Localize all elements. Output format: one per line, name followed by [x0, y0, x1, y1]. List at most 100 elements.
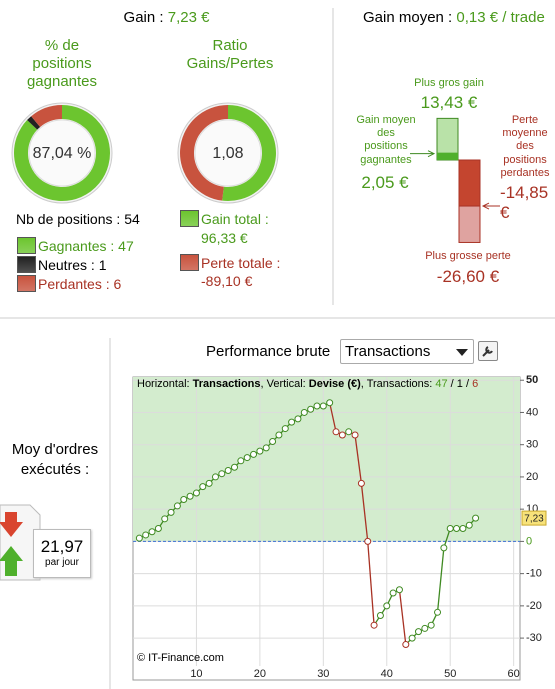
point: [395, 586, 403, 594]
label: Perte totale :: [201, 255, 281, 271]
y-tick-label: 50: [526, 374, 538, 386]
arrow: [410, 150, 436, 158]
gain-header: Gain : 7,23 €: [0, 9, 333, 27]
donut-slice: [14, 105, 110, 201]
info: Horizontal:: [137, 378, 193, 390]
avg-gain-marker: [437, 152, 458, 160]
value: 1: [98, 257, 107, 273]
point: [262, 444, 270, 452]
point: [345, 428, 353, 436]
donut-slice: [180, 105, 229, 201]
value: 47: [118, 238, 134, 254]
positions-total: Nb de positions : 54: [16, 211, 140, 228]
line-segment: [354, 434, 363, 484]
label: Gain total :: [201, 211, 269, 227]
info: /: [447, 378, 457, 390]
donut-title: % de positions gagnantes: [26, 37, 98, 90]
y-tick-label: 40: [526, 406, 538, 418]
y-tick-label: 30: [526, 439, 538, 451]
legend-swatch: [17, 256, 36, 273]
point: [180, 495, 188, 503]
x-tick-label: 30: [317, 668, 329, 680]
label: Gagnantes :: [38, 238, 115, 254]
stat-value: 13,43 €: [420, 93, 478, 112]
point: [351, 431, 359, 439]
point: [472, 514, 480, 522]
point: [161, 515, 169, 523]
label: Gain moyen :: [363, 9, 453, 26]
y-tick-label: -10: [526, 568, 542, 580]
point: [186, 492, 194, 500]
donut-title: Ratio Gains/Pertes: [186, 37, 274, 72]
info: , Transactions:: [360, 378, 436, 390]
value: 96,33 €: [201, 230, 248, 246]
donut-slice: [31, 105, 63, 128]
point: [243, 454, 251, 462]
stat-label: Plus grosse perte: [425, 250, 511, 262]
point: [465, 521, 473, 529]
point: [332, 428, 340, 436]
y-tick-label: -20: [526, 600, 542, 612]
info: 47: [435, 378, 448, 390]
point: [440, 544, 448, 552]
point: [167, 508, 175, 516]
point: [288, 418, 296, 426]
chart-info: Horizontal: Transactions, Vertical: Devi…: [137, 378, 478, 391]
info: Transactions: [192, 378, 261, 390]
donut-center-label: 1,08: [212, 145, 243, 162]
legend-swatch: [17, 275, 36, 292]
value: 7,23 €: [167, 9, 210, 26]
point: [218, 470, 226, 478]
point: [427, 621, 435, 629]
point: [414, 628, 422, 636]
point: [237, 457, 245, 465]
dropdown[interactable]: Transactions: [340, 339, 474, 364]
stat-value: -14,85 €: [500, 183, 549, 223]
point: [307, 405, 315, 413]
info: /: [462, 378, 473, 390]
point: [338, 431, 346, 439]
dropdown-arrow: [456, 349, 468, 356]
point: [199, 483, 207, 491]
orders-unit: par jour: [45, 557, 79, 569]
point: [148, 528, 156, 536]
point: [459, 525, 467, 532]
stat-label: Gain moyen des positions gagnantes: [356, 114, 416, 166]
last-value-box: [521, 510, 547, 526]
line-segment: [367, 541, 375, 626]
legend-entry: Gagnantes : 47: [38, 238, 134, 255]
point: [135, 534, 143, 542]
x-tick-label: 20: [254, 668, 266, 680]
point: [319, 402, 327, 410]
point: [224, 466, 232, 474]
point: [269, 437, 277, 445]
point: [205, 479, 213, 487]
orders-label: Moy d'ordres exécutés :: [11, 441, 99, 478]
point: [142, 531, 150, 539]
value: 0,13 € / trade: [456, 9, 545, 26]
line-segment: [360, 483, 369, 542]
legend-swatch: [180, 210, 199, 227]
y-tick-label: 20: [526, 471, 538, 483]
point: [173, 502, 181, 510]
dropdown-value: Transactions: [345, 343, 431, 360]
info: 1: [456, 378, 463, 390]
line-segment: [329, 402, 337, 432]
legend-swatch: [180, 254, 199, 271]
x-tick-label: 50: [444, 668, 456, 680]
settings-button[interactable]: [478, 341, 498, 361]
label: Perdantes :: [38, 276, 110, 292]
point: [376, 612, 384, 620]
stat-label: Perte moyenne des positions perdantes: [500, 114, 550, 179]
point: [383, 602, 391, 610]
stat-label: Plus gros gain: [414, 77, 484, 89]
point: [408, 634, 416, 642]
orders-value: 21,97: [40, 537, 84, 556]
label: Neutres :: [38, 257, 95, 273]
label: Nb de positions :: [16, 211, 121, 227]
point: [326, 399, 334, 407]
point: [453, 525, 461, 532]
legend-entry: Neutres : 1: [38, 257, 107, 274]
point: [275, 431, 283, 439]
legend-swatch: [17, 237, 36, 254]
